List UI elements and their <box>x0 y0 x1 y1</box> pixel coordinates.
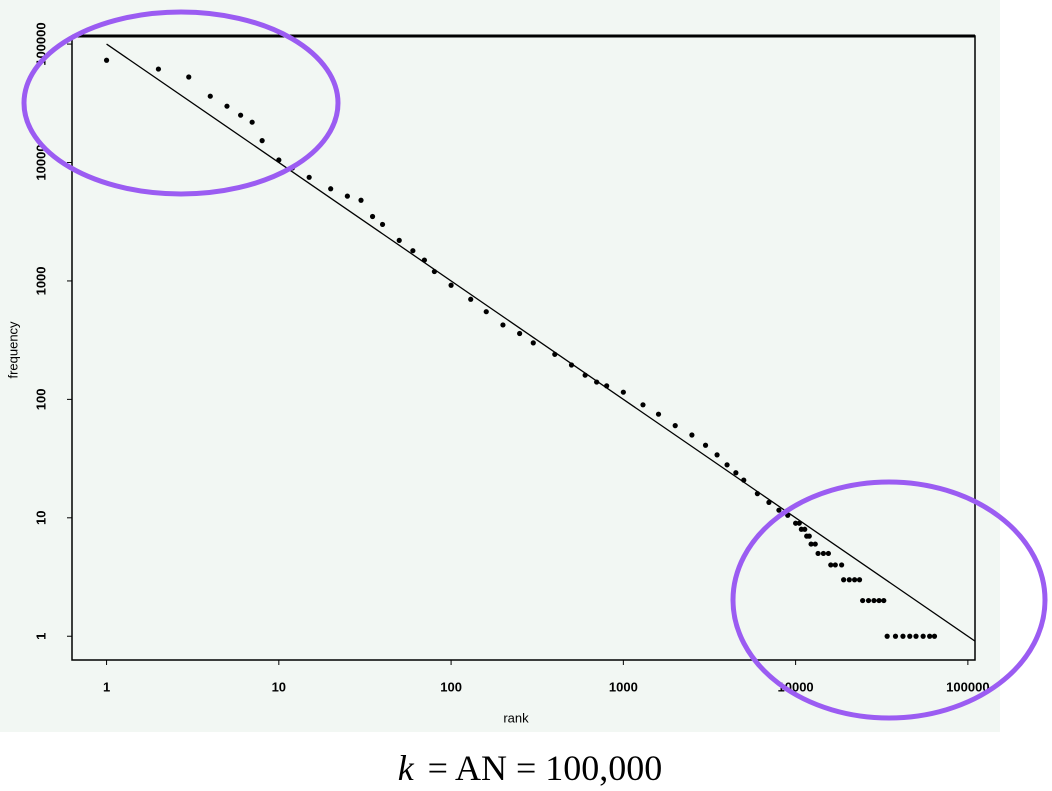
data-point <box>913 633 919 639</box>
data-point <box>839 562 845 568</box>
highlight-ellipse <box>730 479 1048 721</box>
data-point <box>517 330 523 337</box>
data-point <box>776 507 782 513</box>
data-point <box>884 633 890 639</box>
caption: k = AN = 100,000 <box>398 748 663 788</box>
caption-text: = AN = 100,000 <box>428 748 663 788</box>
y-tick-label: 10 <box>33 511 48 525</box>
x-tick-label: 100 <box>440 679 462 694</box>
x-tick-label: 100000 <box>946 679 989 694</box>
data-point <box>876 597 882 604</box>
data-point <box>793 520 799 526</box>
data-point <box>358 197 364 203</box>
data-point <box>568 362 575 368</box>
data-point <box>920 633 926 639</box>
fit-line <box>106 43 976 642</box>
x-axis-title: rank <box>503 710 529 725</box>
y-tick-label: 1 <box>33 633 48 640</box>
data-point <box>500 322 506 328</box>
data-point <box>865 597 872 604</box>
data-point <box>328 186 334 192</box>
y-tick-label: 100 <box>33 389 48 411</box>
data-point <box>306 174 312 180</box>
data-point <box>207 93 213 99</box>
x-tick-label: 10 <box>272 679 286 694</box>
data-point <box>672 423 678 429</box>
data-point <box>856 577 863 583</box>
data-point <box>724 462 730 468</box>
data-point <box>931 633 938 639</box>
y-tick-label: 10000 <box>33 144 48 180</box>
data-point <box>186 74 192 80</box>
caption-variable: k <box>398 748 415 788</box>
data-point <box>820 550 827 557</box>
data-point <box>860 597 866 604</box>
data-point <box>802 526 808 532</box>
data-point <box>815 550 821 557</box>
data-point <box>828 562 834 568</box>
data-point <box>379 221 386 228</box>
data-point <box>369 213 376 220</box>
data-point <box>640 402 646 408</box>
data-point <box>825 550 831 557</box>
data-point <box>344 193 350 199</box>
data-point <box>812 541 818 547</box>
x-tick-label: 1000 <box>609 679 638 694</box>
data-point <box>871 597 877 604</box>
data-point <box>808 541 814 547</box>
data-point <box>396 237 402 243</box>
data-point <box>410 248 416 254</box>
data-point <box>881 597 887 604</box>
data-point <box>249 119 255 125</box>
data-point <box>900 633 906 639</box>
data-point <box>448 282 454 288</box>
data-point <box>468 296 474 302</box>
data-point <box>483 309 489 315</box>
data-point <box>155 66 162 72</box>
x-tick-label: 1 <box>103 679 110 694</box>
data-point <box>702 442 709 448</box>
data-point <box>530 340 536 346</box>
data-point <box>851 577 858 583</box>
data-point <box>907 633 913 639</box>
data-point <box>714 452 720 458</box>
data-point <box>806 533 812 539</box>
data-point <box>689 432 695 438</box>
data-point <box>620 389 626 395</box>
data-point <box>103 57 110 63</box>
data-point <box>892 633 899 639</box>
data-point <box>224 103 230 109</box>
plot-background <box>0 0 1000 732</box>
data-point <box>733 470 739 476</box>
data-point <box>259 138 265 144</box>
data-point <box>655 411 662 417</box>
data-point <box>238 112 244 118</box>
data-point <box>927 633 933 639</box>
data-point <box>832 562 838 568</box>
data-point <box>846 577 852 583</box>
data-point <box>841 577 847 583</box>
highlight-ellipse <box>21 9 341 197</box>
y-axis-title: frequency <box>5 321 20 379</box>
y-tick-label: 1000 <box>33 266 48 295</box>
